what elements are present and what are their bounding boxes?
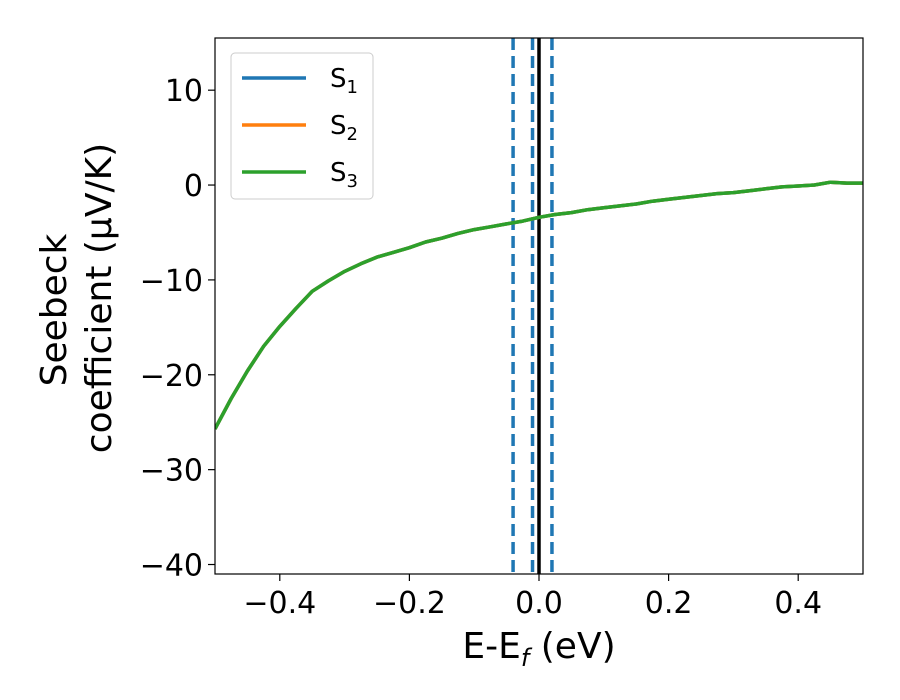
legend-label: S2 — [330, 111, 358, 145]
x-axis-ticks: −0.4 −0.2 0.0 0.2 0.4 — [243, 574, 822, 621]
y-tick-label: −10 — [140, 264, 203, 299]
x-tick-label: −0.4 — [243, 586, 316, 621]
x-tick-label: 0.2 — [645, 586, 693, 621]
y-tick-label: −20 — [140, 359, 203, 394]
x-tick-label: 0.0 — [515, 586, 563, 621]
y-tick-label: −30 — [140, 454, 203, 489]
legend-label: S3 — [330, 158, 358, 192]
y-axis-ticks: 10 0 −10 −20 −30 −40 — [140, 74, 215, 584]
reference-lines — [511, 38, 554, 574]
legend: S1 S2 S3 — [230, 52, 374, 200]
y-tick-label: 0 — [184, 169, 203, 204]
legend-label: S1 — [330, 64, 358, 98]
y-axis-label-line1: Seebeck — [34, 233, 75, 386]
x-tick-label: −0.2 — [373, 586, 446, 621]
y-tick-label: 10 — [165, 74, 203, 109]
series-line-S3 — [215, 180, 863, 430]
series-lines — [215, 180, 863, 430]
y-axis-label-line2: coefficient (μV/K) — [79, 143, 120, 453]
x-axis-label: E-Ef (eV) — [462, 626, 615, 672]
y-tick-label: −40 — [140, 549, 203, 584]
x-tick-label: 0.4 — [774, 586, 822, 621]
